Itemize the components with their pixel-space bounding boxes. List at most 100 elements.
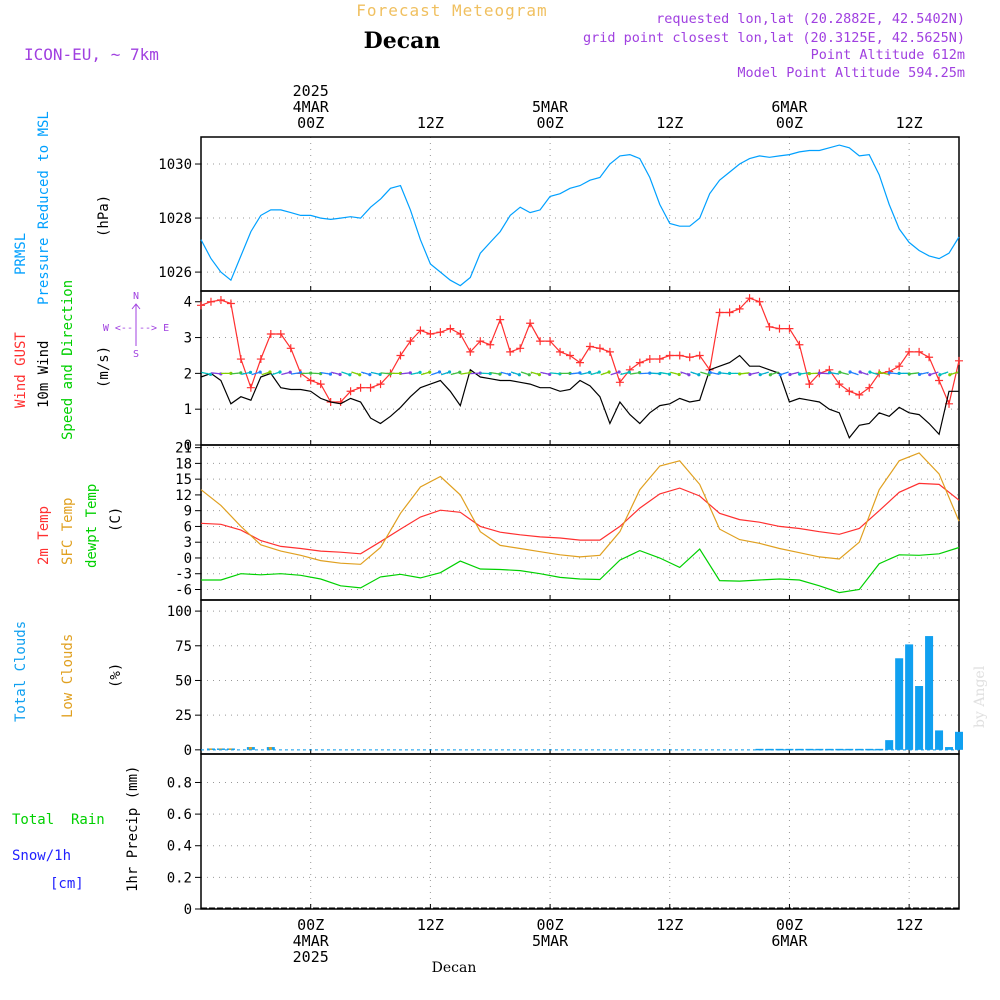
sfc-label: SFC Temp [60, 498, 76, 565]
wind-arrow [320, 371, 331, 375]
compass-rose [131, 303, 141, 346]
wind-arrow-head [309, 371, 313, 375]
y-tick-label: 75 [175, 639, 192, 655]
wind-arrow [570, 372, 580, 375]
y-tick-label: 15 [175, 472, 192, 488]
wind-arrow-head [587, 370, 592, 374]
wind-arrow [889, 372, 900, 375]
wind-arrow-head [817, 371, 821, 375]
y-tick-label: 9 [184, 504, 192, 520]
temp-label: 2m Temp [36, 506, 52, 565]
gust-marker [685, 353, 694, 362]
time-label: 6MAR [771, 98, 808, 116]
gust-marker [915, 347, 924, 356]
y-tick-label: 4 [184, 295, 192, 311]
wind-arrow-head [627, 370, 631, 374]
gust-marker [745, 294, 754, 303]
gust-marker [356, 383, 365, 392]
gust-marker [865, 383, 874, 392]
precip-panel: 0 0.2 0.4 0.6 0.8 [167, 753, 960, 918]
wind-arrow-head [508, 372, 512, 377]
gust-marker [615, 378, 624, 387]
gust-marker [266, 329, 275, 338]
gust-marker [835, 380, 844, 389]
gust-marker [286, 344, 295, 353]
time-label: 00Z [537, 916, 564, 934]
wind-frame [200, 290, 960, 446]
gust-marker [546, 337, 555, 346]
time-label: 12Z [417, 114, 444, 132]
model-altitude: Model Point Altitude 594.25m [737, 65, 965, 81]
time-label: 00Z [776, 114, 803, 132]
gust-marker [256, 355, 265, 364]
wind-arrow-head [278, 370, 282, 374]
series-line-1 [200, 452, 960, 565]
wind-arrow [909, 372, 920, 375]
wind-arrow-head [498, 372, 502, 376]
gust-marker [306, 376, 315, 385]
snow-label: Snow/1h [12, 848, 71, 864]
wind-label: 10m Wind [36, 341, 52, 408]
y-tick-label: 0.4 [167, 839, 192, 855]
wind-arrow-head [578, 371, 582, 375]
gust-marker [576, 358, 584, 367]
time-label: 12Z [656, 916, 683, 934]
wind-arrow-head [548, 372, 552, 376]
wind-dir-label: Speed and Direction [60, 280, 76, 440]
wind-arrow [470, 372, 481, 375]
series-line-2 [201, 546, 960, 594]
wind-arrow-head [208, 372, 213, 376]
wind-arrow [211, 372, 221, 375]
wind-arrow-head [248, 370, 253, 374]
gust-marker [416, 326, 425, 335]
wind-arrow-head [428, 370, 432, 374]
wind-arrow [230, 372, 241, 375]
wind-unit-label: (m/s) [96, 346, 112, 388]
temp-unit-label: (C) [108, 507, 124, 532]
gust-marker [665, 351, 674, 360]
gust-marker [206, 297, 215, 306]
precip-frame [200, 753, 960, 910]
gust-marker [775, 324, 784, 333]
y-tick-label: -3 [175, 567, 192, 583]
watermark: by Angel [972, 665, 988, 728]
time-label: 12Z [896, 114, 923, 132]
time-label: 00Z [297, 916, 324, 934]
wind-arrow-head [378, 372, 382, 376]
y-tick-label: -6 [175, 582, 192, 598]
wind-arrow-head [418, 370, 422, 374]
gust-marker [216, 295, 225, 304]
wind-arrow-head [348, 373, 352, 377]
pressure-desc-label: Pressure Reduced to MSL [36, 111, 52, 305]
precip-unit-label: 1hr Precip (mm) [125, 766, 141, 892]
time-label: 5MAR [532, 98, 569, 116]
cloud-bar [885, 740, 894, 750]
cloud-bar [935, 730, 944, 750]
wind-arrow [719, 372, 730, 375]
wind-arrow-head [917, 372, 922, 376]
wind-arrow-head [758, 373, 762, 377]
y-tick-label: 0 [184, 902, 192, 918]
requested-coords: requested lon,lat (20.2882E, 42.5402N) [656, 11, 965, 27]
total-cloud-label: Total Clouds [13, 621, 29, 722]
gust-marker [406, 337, 415, 346]
gust-marker [765, 322, 774, 331]
gust-marker [895, 362, 904, 371]
gust-marker [446, 324, 455, 333]
pressure-unit-label: (hPa) [96, 195, 112, 237]
cloud-bar [765, 748, 774, 751]
gust-marker [655, 355, 664, 364]
wind-arrow-head [328, 372, 333, 376]
gust-marker [426, 329, 435, 338]
wind-arrow-head [738, 372, 742, 376]
cloud-bar [795, 748, 804, 751]
wind-arrow-head [527, 373, 531, 377]
wind-arrow-head [368, 373, 372, 377]
time-label: 2025 [293, 82, 329, 100]
footer-location: Decan [432, 960, 477, 976]
gust-marker [735, 304, 744, 313]
wind-arrow [400, 372, 411, 375]
wind-arrow-head [868, 370, 872, 374]
